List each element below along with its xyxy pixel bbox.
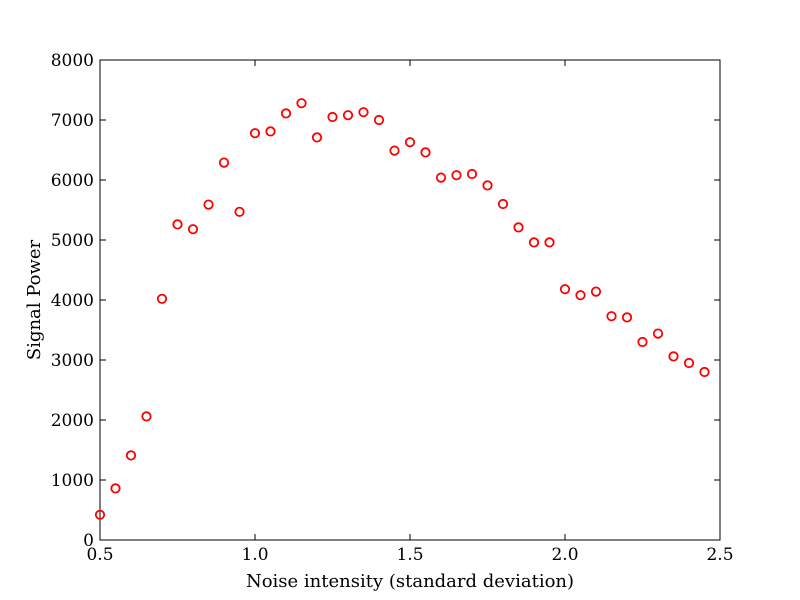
axis-ticks: [99, 59, 721, 541]
data-point: [280, 108, 292, 119]
data-point: [327, 111, 338, 123]
x-tick-label: 1.0: [241, 545, 268, 565]
y-tick-label: 3000: [51, 351, 94, 371]
y-tick-label: 2000: [51, 411, 94, 431]
data-point: [265, 126, 276, 137]
y-tick-label: 4000: [51, 291, 94, 311]
data-point: [94, 509, 106, 520]
data-point: [389, 145, 400, 156]
data-point: [373, 114, 385, 126]
x-tick-label: 1.5: [396, 545, 423, 565]
x-axis-label: Noise intensity (standard deviation): [246, 571, 574, 592]
x-tick-label: 0.5: [86, 545, 113, 565]
data-point: [141, 411, 152, 422]
data-point: [652, 328, 664, 339]
data-point: [513, 222, 524, 233]
y-axis-label: Signal Power: [24, 239, 45, 360]
data-point: [621, 312, 633, 323]
data-point: [358, 107, 369, 118]
data-point: [311, 132, 323, 143]
y-tick-label: 1000: [51, 471, 94, 491]
data-point: [187, 224, 199, 235]
data-point: [451, 170, 462, 181]
data-point: [590, 286, 602, 297]
data-point: [203, 199, 214, 210]
data-point: [683, 357, 695, 369]
data-point: [668, 351, 679, 362]
data-point: [404, 137, 416, 148]
data-point: [156, 293, 168, 304]
data-point: [528, 237, 540, 248]
data-point: [342, 110, 354, 121]
data-point: [699, 366, 710, 378]
data-point: [218, 157, 230, 168]
data-point: [637, 336, 648, 348]
data-point: [575, 290, 586, 301]
data-point: [125, 450, 137, 461]
y-tick-label: 7000: [51, 111, 94, 131]
data-point: [172, 219, 183, 230]
plot-frame: [99, 59, 721, 541]
data-point: [435, 172, 447, 183]
data-point: [482, 180, 493, 191]
data-point: [296, 98, 307, 109]
data-point: [249, 128, 261, 139]
data-point: [466, 168, 478, 180]
x-tick-label: 2.0: [551, 545, 578, 565]
data-point: [234, 206, 245, 217]
y-tick-label: 5000: [51, 231, 94, 251]
data-point: [559, 284, 571, 295]
y-tick-label: 8000: [51, 51, 94, 71]
data-point: [606, 311, 617, 322]
y-tick-label: 0: [83, 531, 94, 551]
data-point: [110, 483, 121, 494]
data-point: [420, 147, 431, 158]
data-points: [94, 98, 710, 520]
data-point: [544, 237, 555, 248]
tick-labels: 0.5 1.0 1.5 2.0 2.5 0 1000 2000 3000 4000 5000 6000…: [51, 51, 734, 565]
x-tick-label: 2.5: [706, 545, 733, 565]
data-point: [497, 198, 509, 210]
y-tick-label: 6000: [51, 171, 94, 191]
